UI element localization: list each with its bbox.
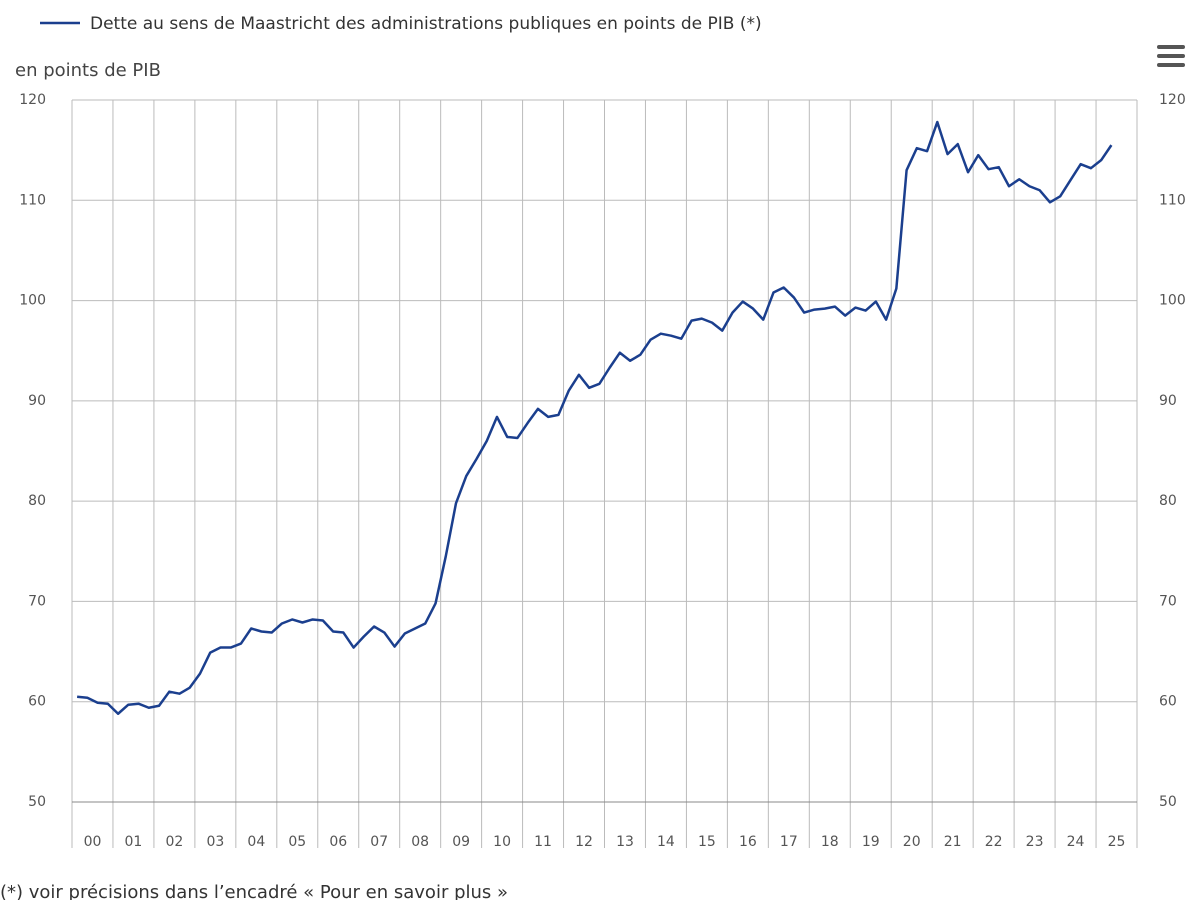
footnote: (*) voir précisions dans l’encadré « Pou… <box>0 882 508 900</box>
x-tick-label: 23 <box>1026 834 1044 850</box>
y2-tick-label: 60 <box>1159 694 1177 710</box>
menu-button[interactable] <box>1157 45 1185 67</box>
x-tick-label: 04 <box>247 834 265 850</box>
y2-tick-label: 70 <box>1159 593 1177 609</box>
menu-bar <box>1157 63 1185 67</box>
y-axis-title: en points de PIB <box>15 60 161 81</box>
y-tick-label: 90 <box>28 393 46 409</box>
x-tick-label: 15 <box>698 834 716 850</box>
x-tick-label: 20 <box>903 834 921 850</box>
x-tick-label: 03 <box>206 834 224 850</box>
x-tick-label: 24 <box>1067 834 1085 850</box>
y2-tick-label: 110 <box>1159 192 1186 208</box>
y-tick-label: 100 <box>19 293 46 309</box>
y-tick-label: 50 <box>28 794 46 810</box>
y2-tick-label: 100 <box>1159 293 1186 309</box>
data-line <box>76 120 1113 715</box>
x-tick-label: 13 <box>616 834 634 850</box>
y2-tick-label: 80 <box>1159 493 1177 509</box>
y-tick-label: 70 <box>28 593 46 609</box>
x-tick-label: 22 <box>985 834 1003 850</box>
x-tick-label: 12 <box>575 834 593 850</box>
x-tick-label: 00 <box>84 834 102 850</box>
y-tick-label: 110 <box>19 192 46 208</box>
y-tick-label: 80 <box>28 493 46 509</box>
x-tick-label: 01 <box>125 834 143 850</box>
x-tick-label: 08 <box>411 834 429 850</box>
menu-bar <box>1157 54 1185 58</box>
y2-tick-label: 90 <box>1159 393 1177 409</box>
x-tick-label: 06 <box>329 834 347 850</box>
y2-tick-label: 120 <box>1159 92 1186 108</box>
x-tick-label: 11 <box>534 834 552 850</box>
x-tick-label: 07 <box>370 834 388 850</box>
x-tick-label: 02 <box>165 834 183 850</box>
x-tick-label: 19 <box>862 834 880 850</box>
x-tick-label: 18 <box>821 834 839 850</box>
y2-tick-label: 50 <box>1159 794 1177 810</box>
x-tick-label: 17 <box>780 834 798 850</box>
menu-bar <box>1157 45 1185 49</box>
x-tick-label: 16 <box>739 834 757 850</box>
x-tick-label: 09 <box>452 834 470 850</box>
x-tick-label: 05 <box>288 834 306 850</box>
y-tick-label: 120 <box>19 92 46 108</box>
legend-label: Dette au sens de Maastricht des administ… <box>90 14 762 34</box>
x-tick-label: 14 <box>657 834 675 850</box>
x-tick-label: 25 <box>1108 834 1126 850</box>
x-tick-label: 10 <box>493 834 511 850</box>
x-tick-label: 21 <box>944 834 962 850</box>
y-tick-label: 60 <box>28 694 46 710</box>
